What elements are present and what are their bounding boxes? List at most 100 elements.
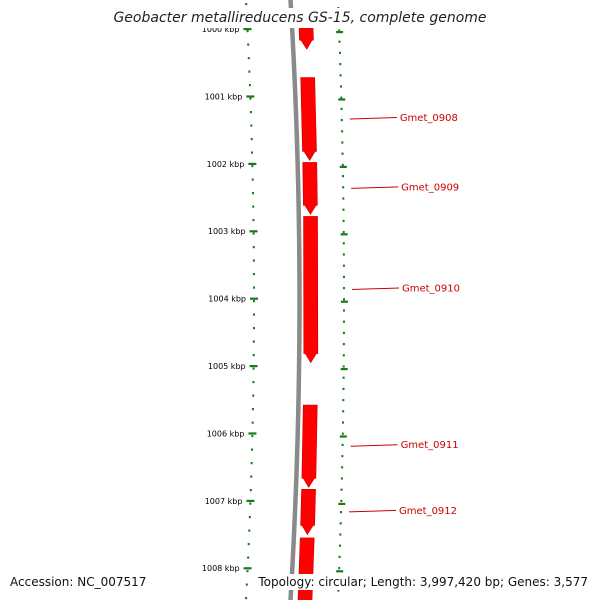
scale-dot [251,178,254,181]
gene-arrow[interactable] [301,404,318,488]
scale-dot [247,43,250,46]
scale-dot [342,376,345,379]
scale-dot [249,489,252,492]
scale-major-tick [249,230,258,233]
gene-arrow[interactable] [302,162,318,215]
scale-dot [342,399,345,402]
scale-dot [252,327,255,330]
scale-dot [252,354,255,357]
scale-dot [343,298,345,301]
scale-dot [252,394,255,397]
gene-arrow[interactable] [297,537,315,600]
gene-label[interactable]: Gmet_0911 [401,440,459,451]
scale-dot [250,124,253,127]
scale-dot [340,477,343,480]
scale-dot [342,421,344,424]
scale-dot [249,111,252,114]
scale-dot [342,242,345,245]
scale-dot [251,421,254,424]
scale-dot [339,74,342,77]
gene-label[interactable]: Gmet_0912 [399,506,457,517]
scale-dot [340,96,343,99]
scale-dot [342,253,345,256]
gene-label-leader [349,116,397,120]
gene-label[interactable]: Gmet_0909 [401,182,459,193]
scale-dot [252,246,255,249]
scale-tick-label: 1006 kbp [207,429,245,438]
gene-label-leader [350,444,398,447]
kbp-scale: 1000 kbp 1001 kbp 1002 kbp 1003 kbp 1004 kbp… [202,25,348,573]
scale-dot [250,475,253,478]
scale-tick-label: 1001 kbp [205,92,243,101]
scale-dot [249,97,252,100]
gene-label[interactable]: Gmet_0908 [400,113,458,124]
scale-dot [341,432,344,435]
scale-dot [341,163,344,166]
scale-dot [246,570,249,573]
scale-dot [251,448,254,451]
scale-dot [245,597,248,600]
scale-dot [253,300,255,303]
scale-dot [246,30,249,33]
gene-arrow[interactable] [300,77,317,162]
scale-dot [248,70,251,73]
scale-outer-tick [338,502,346,505]
scale-major-tick [246,95,255,98]
genome-summary: Topology: circular; Length: 3,997,420 bp… [256,574,590,590]
scale-dot [250,138,253,141]
scale-dot [342,264,345,267]
scale-dot [247,543,250,546]
scale-dot [252,232,255,235]
scale-dot [251,151,254,154]
scale-dot [252,259,255,262]
scale-dot [342,231,345,234]
scale-dot [340,488,343,491]
scale-major-tick [243,28,252,31]
scale-outer-tick [338,98,346,101]
scale-outer-tick [340,368,348,371]
scale-dot [340,107,343,110]
scale-dot [342,365,345,368]
scale-dot [342,186,345,189]
scale-dot [341,141,344,144]
scale-dot [342,354,345,357]
scale-dot [252,219,255,222]
scale-outer-tick [339,165,347,168]
scale-dot [247,556,250,559]
scale-outer-tick [340,233,348,236]
scale-dot [340,499,343,502]
scale-major-tick [243,567,252,570]
scale-dot [245,3,248,6]
scale-outer-tick [339,435,347,438]
scale-dot [252,286,255,289]
scale-dot [342,309,345,312]
scale-dot [342,343,345,346]
scale-dot [252,340,255,343]
genome-backbone [288,0,302,600]
scale-dot [338,567,341,570]
scale-dot [342,219,345,222]
gene-label-leader [348,509,397,513]
scale-dot [339,63,342,66]
scale-dot [248,529,251,532]
scale-tick-label: 1004 kbp [208,295,246,304]
scale-dot [252,313,255,316]
scale-dot [339,85,342,88]
scale-outer-tick [336,31,344,34]
gene-labels: Gmet_0908 Gmet_0909 Gmet_0910 Gmet_0911 Gmet… [348,113,460,517]
scale-dot [341,130,344,133]
gene-arrow[interactable] [300,489,316,536]
scale-dot [338,555,341,558]
scale-dot [342,331,345,334]
scale-dot [342,320,345,323]
scale-outer-tick [336,570,344,573]
scale-dot [251,408,254,411]
scale-dot [250,462,253,465]
gene-label[interactable]: Gmet_0910 [402,284,460,295]
map-title: Geobacter metallireducens GS-15, complet… [0,8,600,28]
scale-dot [341,466,344,469]
gene-arrow[interactable] [303,216,319,364]
scale-outer-tick [341,300,348,303]
scale-dot [251,165,254,168]
